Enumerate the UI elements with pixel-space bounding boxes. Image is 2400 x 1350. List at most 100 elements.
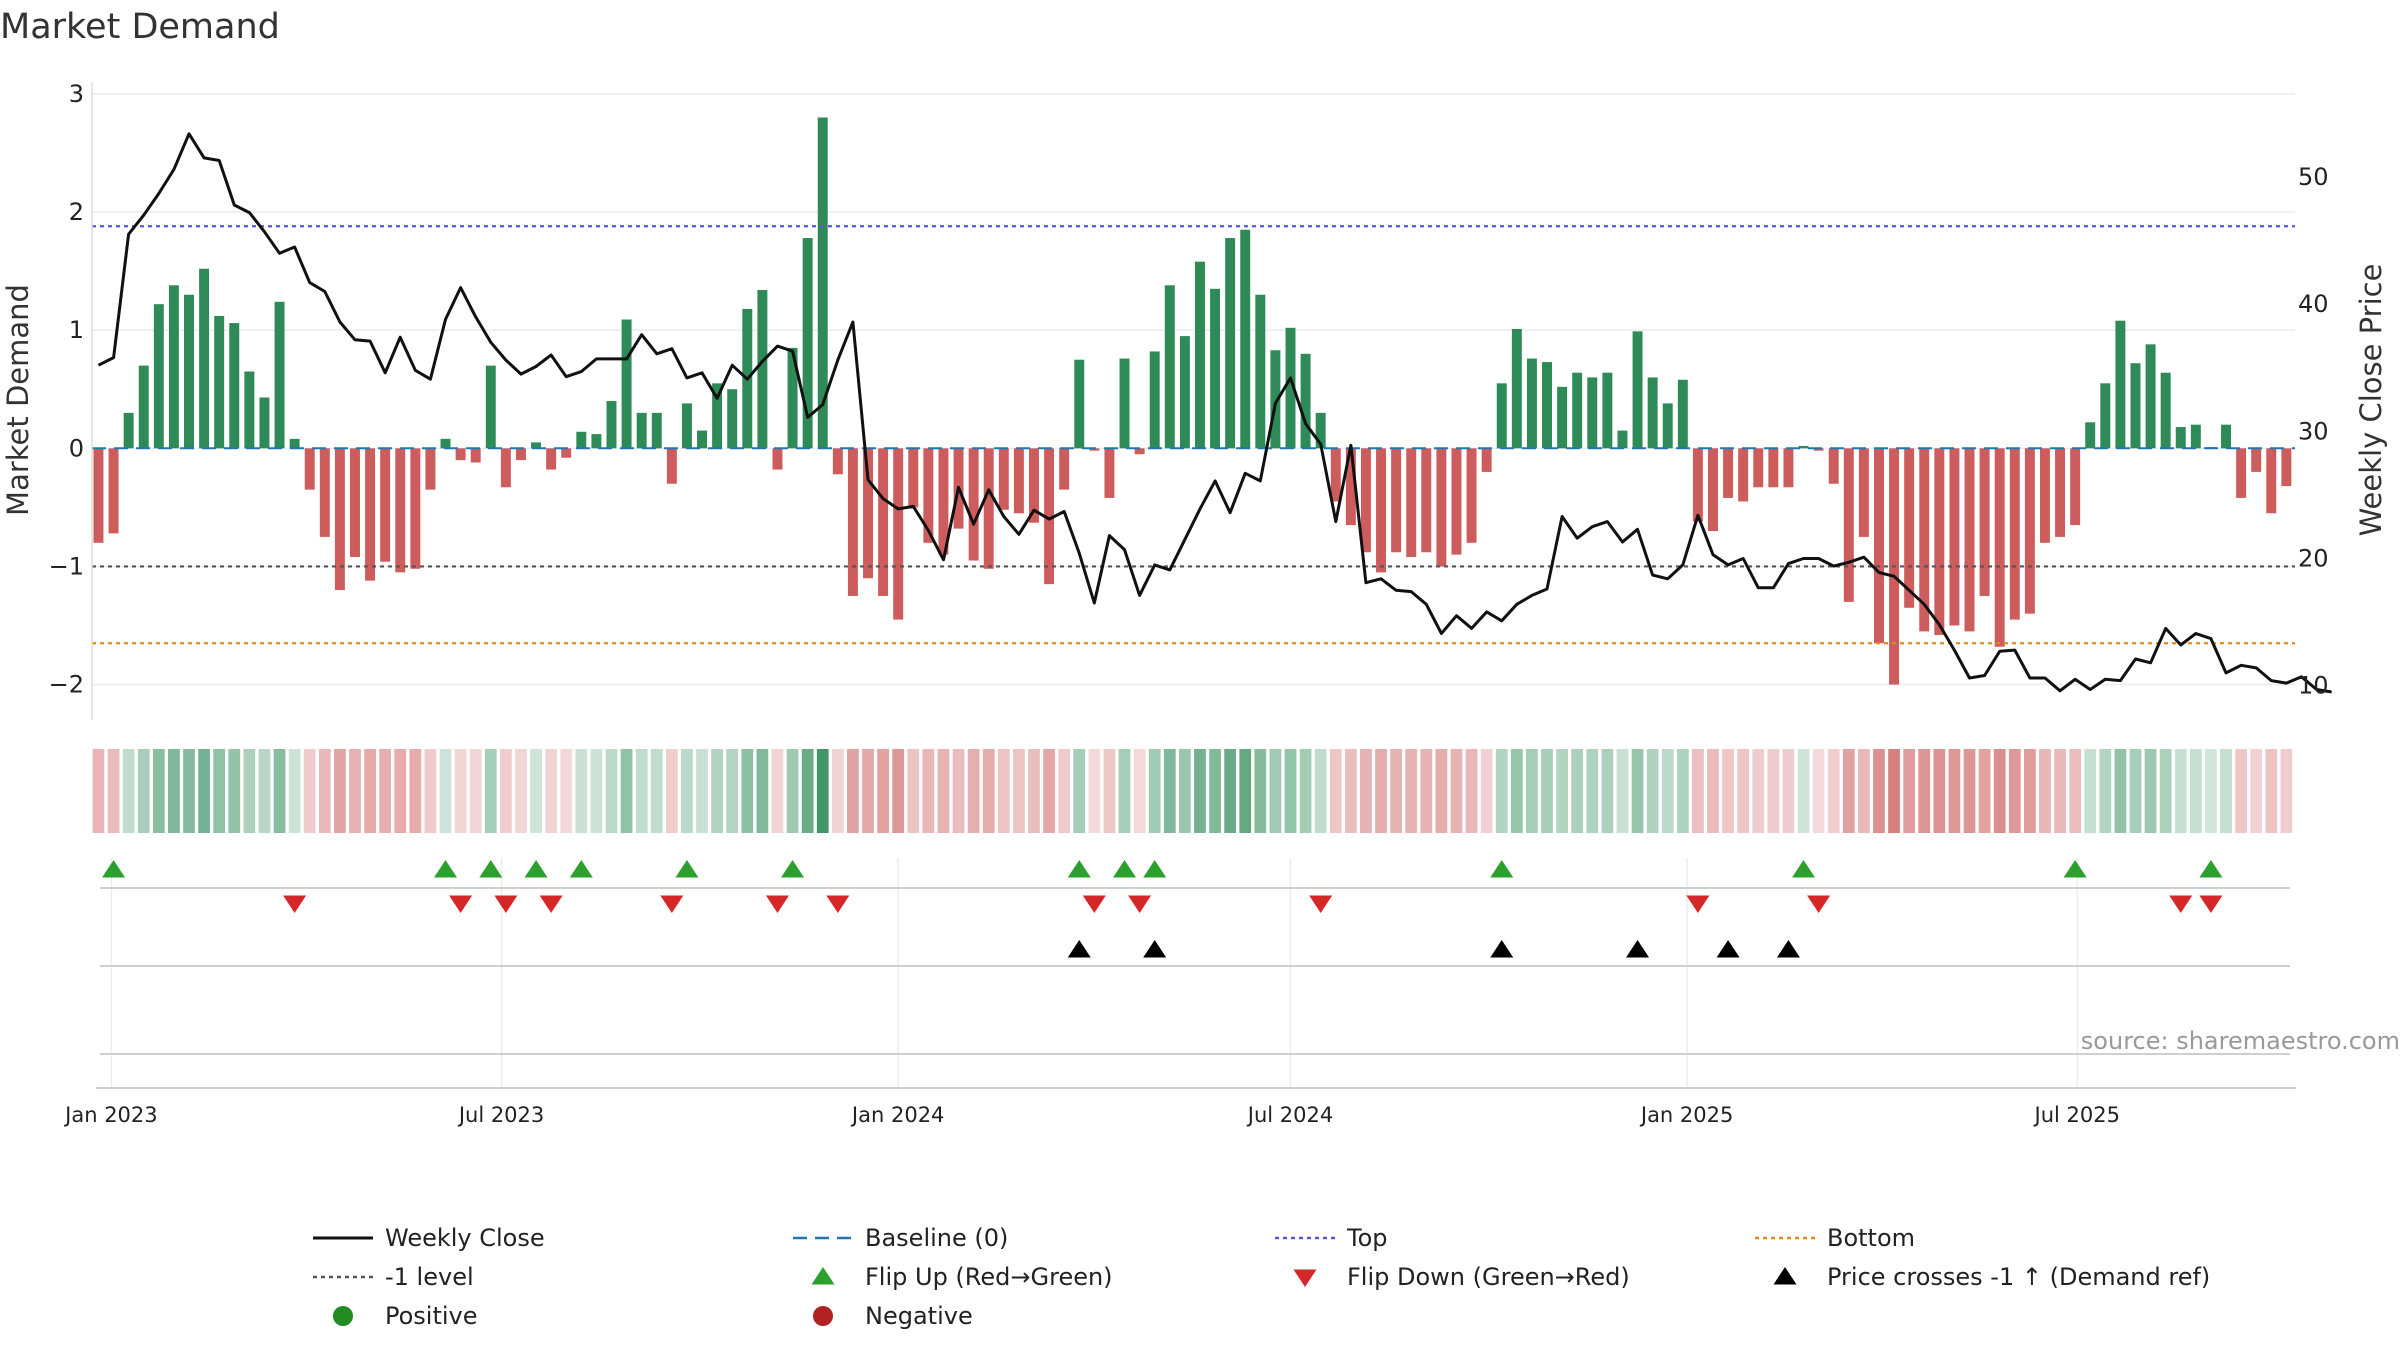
heat-cell [273, 749, 286, 833]
heat-cell [137, 749, 150, 833]
heat-cell [1194, 749, 1206, 833]
demand-bar [1436, 448, 1447, 567]
heat-cell [831, 749, 844, 833]
x-tick-label: Jul 2024 [1246, 1103, 1333, 1127]
demand-bar [1179, 336, 1190, 449]
heat-cell [711, 749, 724, 833]
legend-label: Positive [385, 1302, 478, 1330]
heat-cell [2265, 749, 2278, 833]
flip-down-marker [2199, 895, 2223, 913]
heat-cell [439, 749, 452, 833]
demand-bar [1270, 350, 1281, 449]
heat-cell [1918, 749, 1931, 833]
heat-cell [2280, 749, 2293, 833]
demand-bar [1738, 448, 1749, 502]
flip-down-marker [1309, 895, 1333, 913]
demand-bar [350, 448, 360, 557]
heat-cell [967, 749, 980, 833]
demand-bar [1858, 448, 1869, 537]
heat-cell [258, 749, 271, 833]
legend-swatch [333, 1306, 353, 1326]
heat-cell [907, 749, 920, 833]
demand-bar [1677, 379, 1688, 449]
demand-bar [334, 448, 345, 591]
demand-bar [1059, 448, 1070, 490]
heat-cell [424, 749, 437, 833]
heat-cell [515, 749, 527, 833]
heat-cell [1465, 749, 1478, 833]
y2-tick-label: 50 [2298, 163, 2329, 191]
heat-cell [2008, 749, 2021, 833]
heat-cell [1510, 749, 1523, 833]
legend-item: Flip Up (Red→Green) [811, 1263, 1113, 1291]
legend-label: Top [1346, 1224, 1388, 1252]
demand-bar [1194, 261, 1205, 449]
demand-bar [515, 448, 526, 461]
price-cross-marker [1067, 940, 1091, 958]
legend-swatch [811, 1267, 835, 1285]
demand-bar [591, 434, 602, 449]
demand-bar [666, 448, 677, 484]
heat-cell [2099, 749, 2112, 833]
heat-cell [1405, 749, 1418, 833]
price-cross-marker [1490, 940, 1514, 958]
flip-up-marker [102, 860, 126, 878]
legend-item: Baseline (0) [793, 1224, 1008, 1252]
heat-cell [288, 749, 301, 833]
legend-item: Bottom [1755, 1224, 1915, 1252]
demand-bar [1542, 362, 1552, 449]
heat-cell [1782, 749, 1795, 833]
heat-cell [1344, 749, 1357, 833]
heat-cell [892, 749, 905, 833]
heat-cell [2144, 749, 2157, 833]
demand-bar [1013, 448, 1024, 514]
heat-cell [1224, 749, 1237, 833]
flip-up-marker [2199, 860, 2223, 878]
demand-bar [1647, 377, 1658, 449]
demand-bar [455, 448, 466, 461]
demand-bar [983, 448, 994, 569]
demand-bar [1029, 448, 1039, 523]
demand-bar [1572, 372, 1583, 449]
demand-bar [1934, 448, 1945, 635]
heat-cell [862, 749, 874, 833]
demand-bar [395, 448, 406, 573]
demand-bar [380, 448, 391, 562]
heat-cell [213, 749, 226, 833]
flip-up-marker [1113, 860, 1137, 878]
heat-cell [92, 749, 105, 833]
demand-bar [2100, 383, 2111, 449]
heat-cell [605, 749, 618, 833]
demand-bar [787, 347, 798, 449]
demand-bar [93, 448, 104, 543]
heat-cell [1480, 749, 1493, 833]
demand-bar [1210, 288, 1221, 449]
heat-cell [1314, 749, 1327, 833]
demand-bar [229, 323, 240, 449]
demand-bar [1964, 448, 1975, 632]
demand-bar [1617, 430, 1628, 449]
heat-cell [922, 749, 935, 833]
flip-up-marker [1490, 860, 1514, 878]
heat-cell [2235, 749, 2247, 833]
heat-cell [1888, 749, 1900, 833]
heat-cell [665, 749, 678, 833]
demand-bar [561, 448, 572, 458]
demand-bar [1330, 448, 1341, 502]
heat-cell [349, 749, 361, 833]
demand-bar [968, 448, 979, 561]
heat-cell [152, 749, 165, 833]
demand-bar [184, 294, 194, 449]
demand-bar [440, 438, 451, 449]
heat-cell [1812, 749, 1825, 833]
heat-cell [1767, 749, 1780, 833]
heat-cell [168, 749, 180, 833]
legend-label: Weekly Close [385, 1224, 545, 1252]
heat-cell [379, 749, 392, 833]
heat-cell [1556, 749, 1568, 833]
demand-bar [832, 448, 843, 475]
heat-cell [1993, 749, 2006, 833]
heat-cell [303, 749, 316, 833]
heat-cell [1088, 749, 1101, 833]
